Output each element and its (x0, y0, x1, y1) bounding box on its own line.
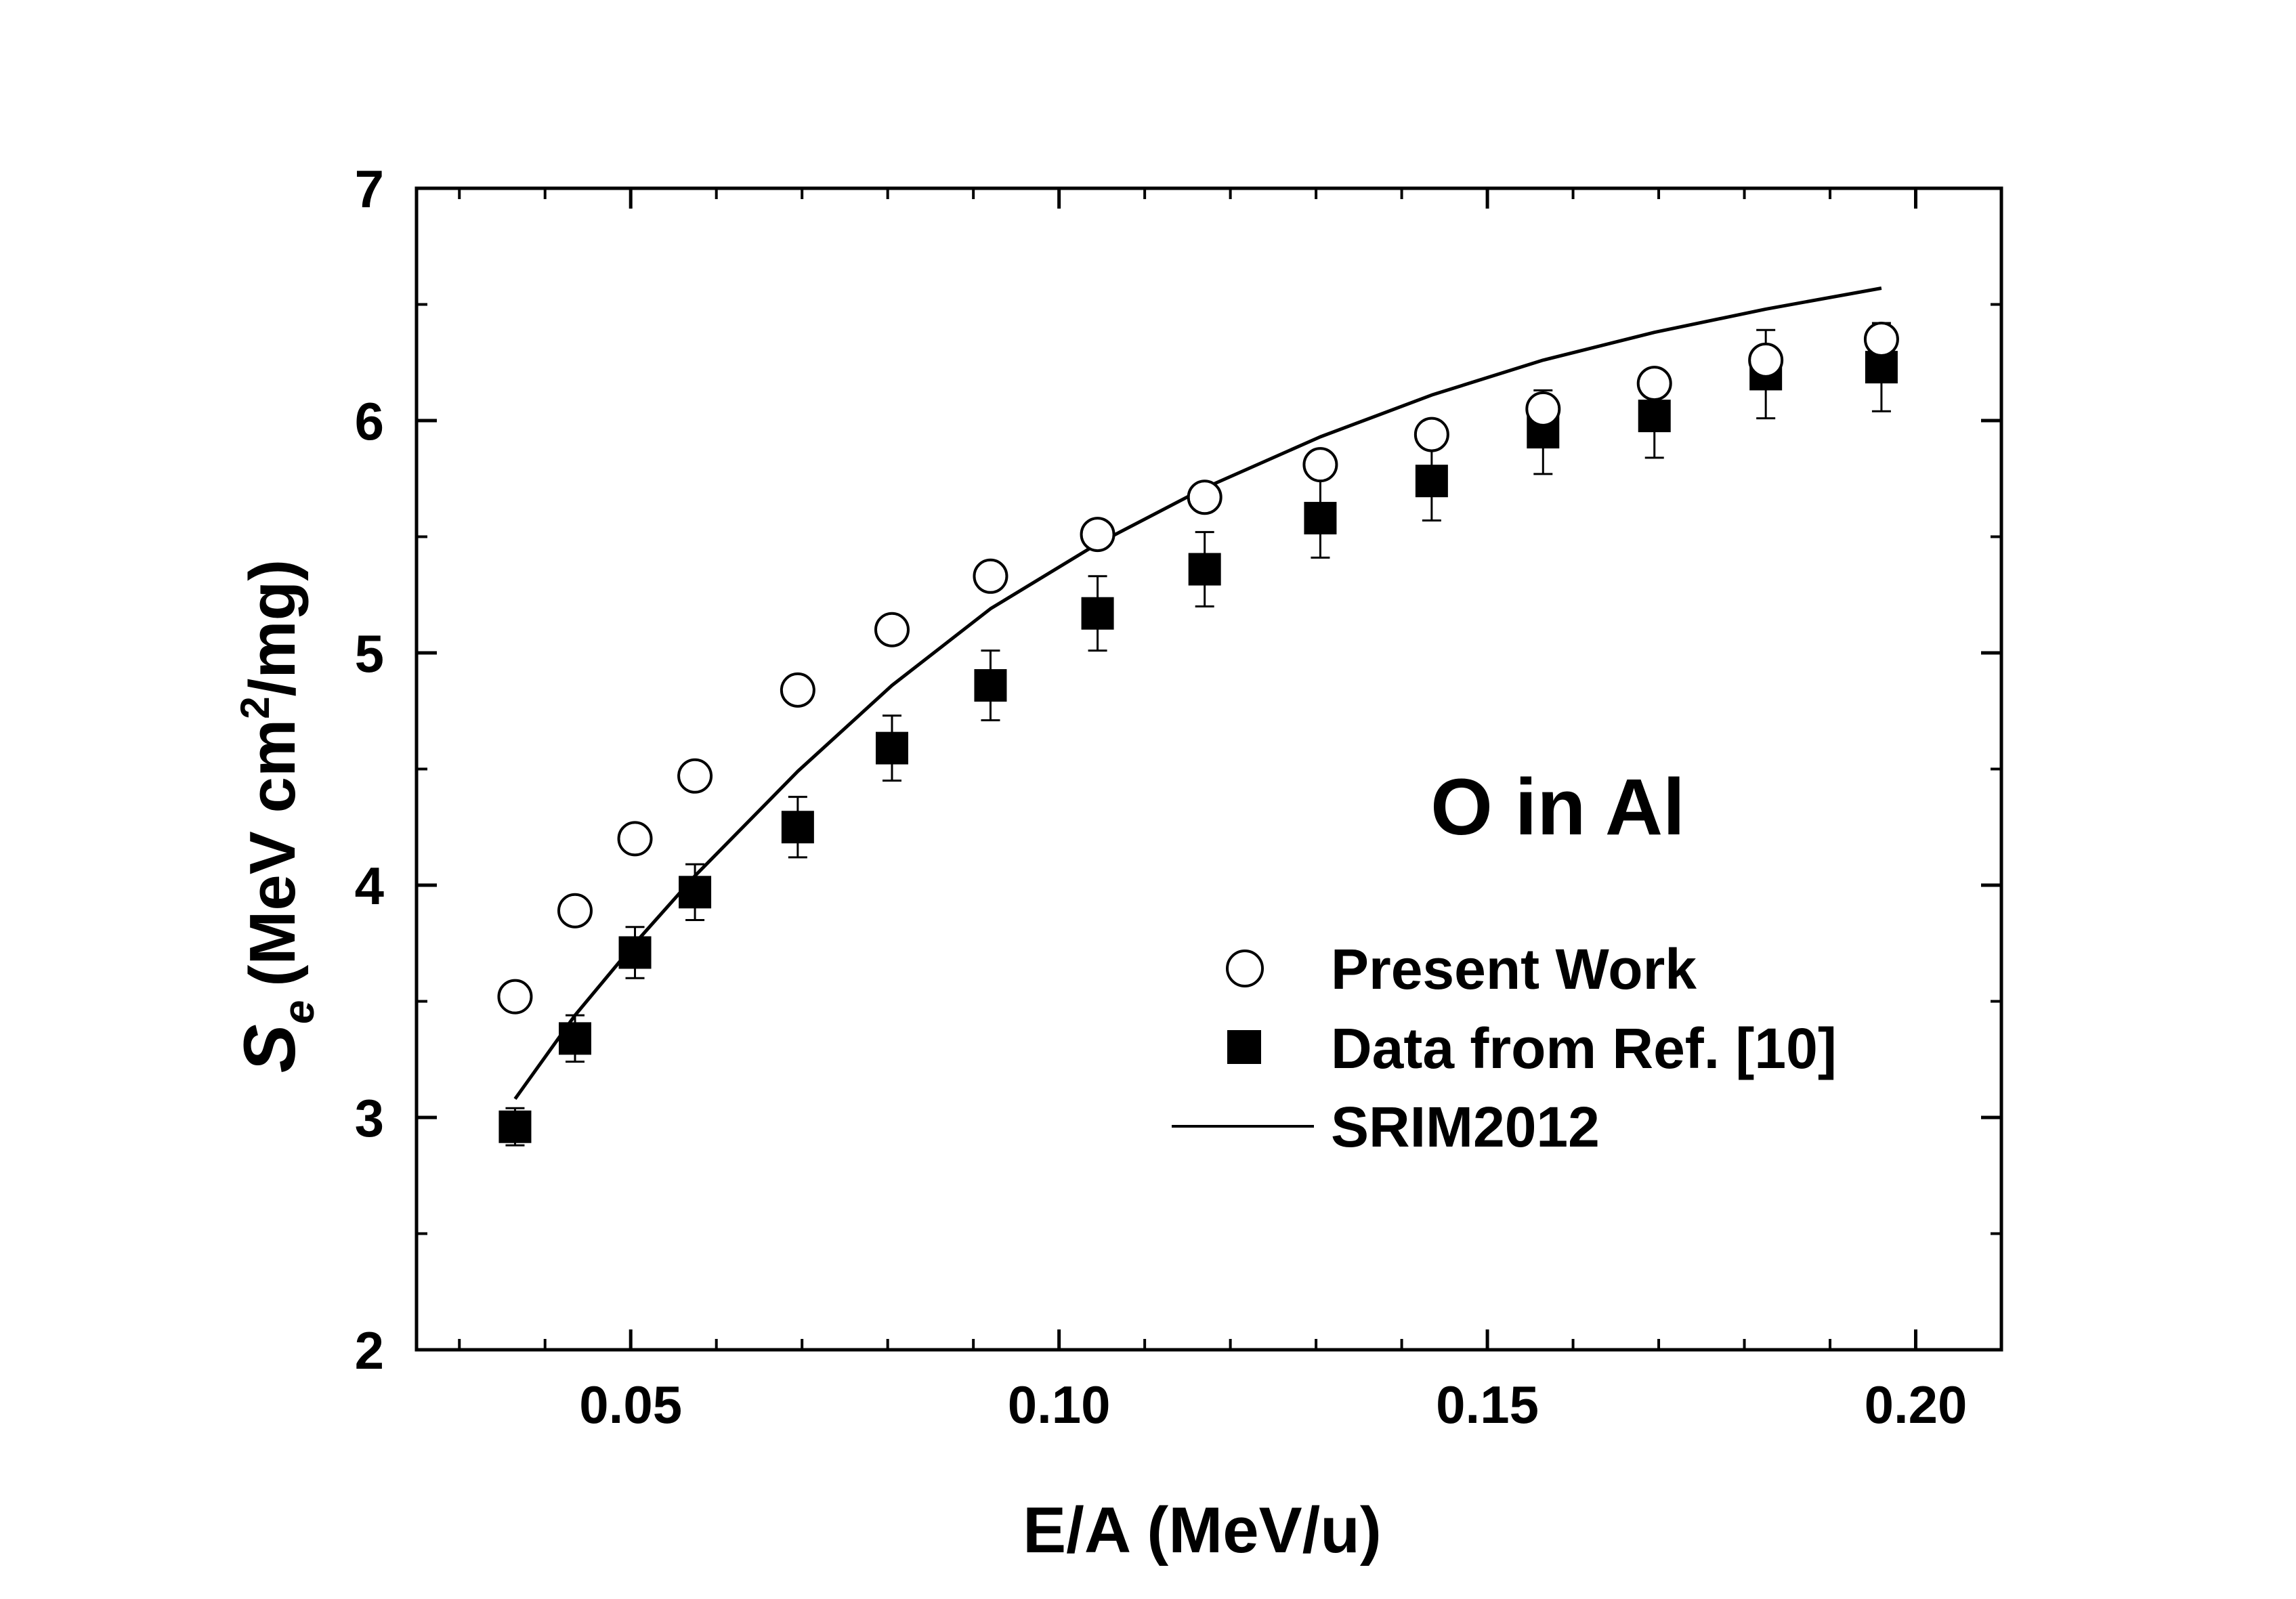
present-work-point (1636, 366, 1672, 402)
present-work-point (1302, 447, 1338, 483)
present-work-point (1080, 517, 1115, 553)
y-tick-label: 3 (355, 1088, 384, 1148)
y-axis-label: Se (MeV cm2/mg) (228, 559, 323, 1073)
present-work-point (1413, 417, 1449, 452)
y-tick-label: 4 (355, 856, 384, 916)
y-tick-label: 6 (355, 391, 384, 451)
ref10-point (1415, 465, 1448, 498)
ref10-point (679, 876, 712, 909)
present-work-point (1748, 342, 1784, 378)
ref10-point (1081, 597, 1114, 630)
present-work-point (557, 893, 593, 929)
present-work-point (1525, 391, 1561, 427)
y-tick-label: 2 (355, 1321, 384, 1380)
ref10-point (974, 669, 1007, 702)
ref10-point (1638, 400, 1671, 433)
legend-label-ref10: Data from Ref. [10] (1331, 1017, 1837, 1080)
present-work-point (973, 558, 1008, 594)
x-tick-label: 0.20 (1865, 1375, 1968, 1434)
ref10-point (1188, 553, 1221, 586)
y-tick-label: 5 (355, 624, 384, 683)
plot-frame (414, 186, 2003, 1352)
legend: Present Work Data from Ref. [10] SRIM201… (1172, 937, 1837, 1159)
legend-marker-present-work (1226, 950, 1264, 987)
y-axis-units-pre: (MeV cm (236, 719, 309, 987)
y-axis-subscript: e (274, 1000, 323, 1025)
x-axis-label: E/A (MeV/u) (1023, 1494, 1382, 1566)
present-work-point (780, 672, 815, 708)
x-tick-label: 0.10 (1008, 1375, 1111, 1434)
annotation-label: O in Al (1430, 763, 1685, 852)
ref10-point (1304, 502, 1337, 535)
ref10-point (559, 1022, 591, 1055)
ref10-point (876, 731, 908, 765)
y-axis-units-post: /mg) (236, 559, 309, 697)
present-work-point (1863, 321, 1899, 357)
x-tick-label: 0.15 (1436, 1375, 1539, 1434)
y-axis-superscript: 2 (232, 696, 278, 719)
present-work-point (1187, 479, 1223, 515)
present-work-point (497, 979, 533, 1015)
label-layer: 0.05 0.10 0.15 0.20 2 3 4 5 6 7 (355, 159, 1968, 1434)
y-axis-symbol: S (228, 1024, 310, 1073)
series-layer (497, 286, 1899, 1147)
y-tick-label: 7 (355, 159, 384, 219)
present-work-point (874, 612, 910, 647)
present-work-point (677, 758, 713, 794)
legend-label-srim: SRIM2012 (1331, 1095, 1600, 1159)
legend-label-present-work: Present Work (1331, 937, 1697, 1001)
legend-marker-ref10 (1227, 1030, 1261, 1064)
x-tick-label: 0.05 (579, 1375, 682, 1434)
ref10-point (498, 1110, 532, 1143)
ref10-point (781, 811, 814, 844)
present-work-point (617, 821, 653, 857)
ref10-point (618, 936, 652, 969)
